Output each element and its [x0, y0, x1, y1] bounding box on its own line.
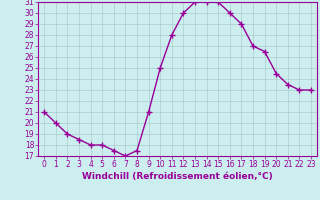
X-axis label: Windchill (Refroidissement éolien,°C): Windchill (Refroidissement éolien,°C) — [82, 172, 273, 181]
